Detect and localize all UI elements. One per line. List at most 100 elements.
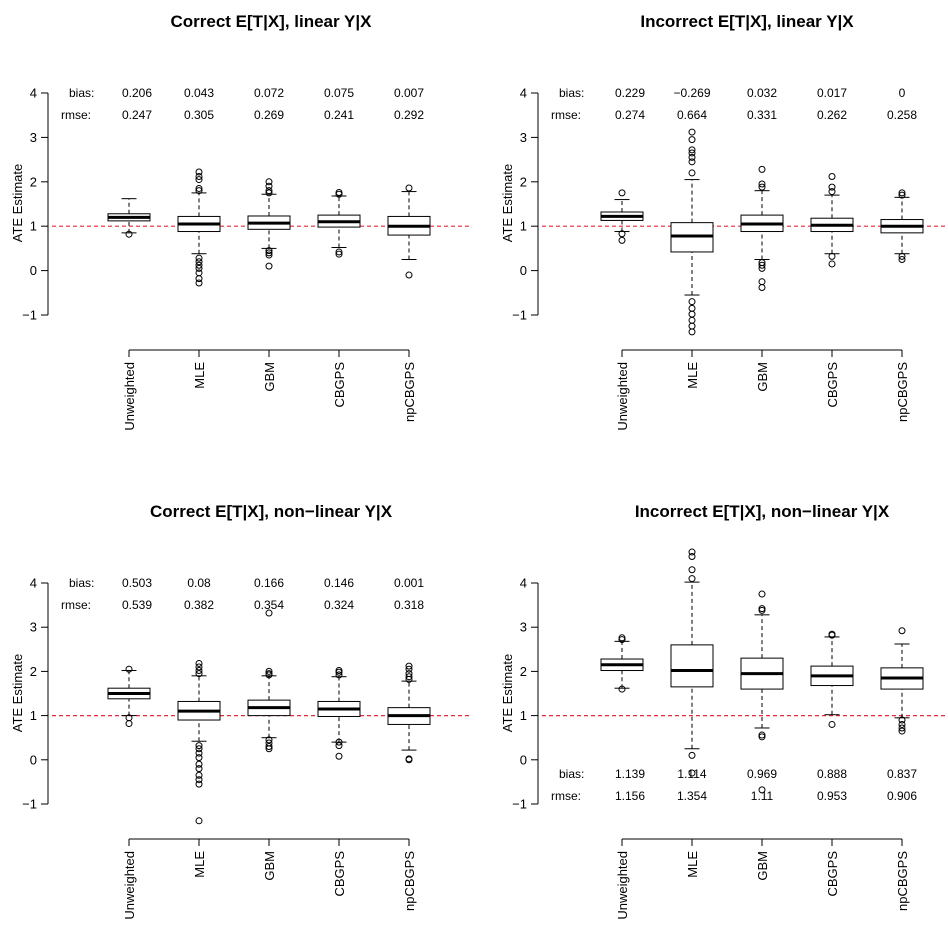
y-tick-label: 3 xyxy=(520,130,527,145)
outlier-point xyxy=(195,659,203,667)
bias-value: 0.969 xyxy=(747,767,777,781)
panel-2: Incorrect E[T|X], linear Y|X ATE Estimat… xyxy=(500,12,946,431)
outlier-point xyxy=(688,153,696,161)
outlier-point xyxy=(335,671,343,679)
outlier-point xyxy=(898,716,906,724)
rmse-label: rmse: xyxy=(551,108,581,122)
outlier-point xyxy=(758,183,766,191)
outlier-point xyxy=(125,230,133,238)
outlier-point xyxy=(688,304,696,312)
outlier-point xyxy=(195,667,203,675)
x-tick-label: GBM xyxy=(755,851,770,881)
outlier-point xyxy=(195,187,203,195)
y-tick-label: 3 xyxy=(30,620,37,635)
y-axis-label: ATE Estimate xyxy=(10,654,25,733)
outlier-point xyxy=(195,760,203,768)
x-tick-label: CBGPS xyxy=(332,851,347,897)
outlier-point xyxy=(688,328,696,336)
rmse-value: 0.324 xyxy=(324,598,354,612)
y-tick-label: 4 xyxy=(30,86,37,101)
outlier-point xyxy=(688,310,696,318)
y-tick-label: 0 xyxy=(30,263,37,278)
outlier-point xyxy=(405,271,413,279)
outlier-point xyxy=(688,575,696,583)
outlier-point xyxy=(828,172,836,180)
y-tick-label: 1 xyxy=(520,708,527,723)
outlier-point xyxy=(265,670,273,678)
outlier-point xyxy=(265,739,273,747)
y-tick-label: 4 xyxy=(30,576,37,591)
outlier-point xyxy=(195,742,203,750)
outlier-point xyxy=(405,755,413,763)
outlier-point xyxy=(195,258,203,266)
outlier-point xyxy=(688,751,696,759)
rmse-label: rmse: xyxy=(551,789,581,803)
panel-title: Correct E[T|X], linear Y|X xyxy=(171,12,373,31)
outlier-point xyxy=(265,667,273,675)
outlier-point xyxy=(405,673,413,681)
rmse-value: 0.664 xyxy=(677,108,707,122)
bias-value: 0.503 xyxy=(122,576,152,590)
y-tick-label: −1 xyxy=(22,308,37,323)
rmse-value: 0.241 xyxy=(324,108,354,122)
outlier-point xyxy=(758,590,766,598)
outlier-point xyxy=(125,720,133,728)
bias-value: 0.206 xyxy=(122,86,152,100)
x-tick-label: MLE xyxy=(192,362,207,389)
outlier-point xyxy=(758,278,766,286)
bias-value: 0.017 xyxy=(817,86,847,100)
bias-value: 0.229 xyxy=(615,86,645,100)
outlier-point xyxy=(405,670,413,678)
bias-value: 0.075 xyxy=(324,86,354,100)
bias-value: 1.139 xyxy=(615,767,645,781)
bias-value: 0.072 xyxy=(254,86,284,100)
rmse-value: 1.11 xyxy=(751,789,774,803)
bias-value: 0.837 xyxy=(887,767,917,781)
outlier-point xyxy=(758,261,766,269)
bias-value: 0.001 xyxy=(394,576,424,590)
y-tick-label: 0 xyxy=(30,752,37,767)
outlier-point xyxy=(688,322,696,330)
outlier-point xyxy=(335,188,343,196)
rmse-value: 0.953 xyxy=(817,789,847,803)
outlier-point xyxy=(195,269,203,277)
outlier-point xyxy=(335,752,343,760)
x-tick-label: GBM xyxy=(755,362,770,392)
outlier-point xyxy=(758,731,766,739)
outlier-point xyxy=(898,256,906,263)
rmse-value: 0.269 xyxy=(254,108,284,122)
x-tick-label: CBGPS xyxy=(825,362,840,408)
outlier-point xyxy=(898,191,906,199)
y-axis-label: ATE Estimate xyxy=(500,164,515,243)
outlier-point xyxy=(195,817,203,825)
x-tick-label: GBM xyxy=(262,851,277,881)
x-tick-label: Unweighted xyxy=(122,851,137,920)
panel-1: Correct E[T|X], linear Y|X ATE Estimate … xyxy=(10,12,471,431)
outlier-point xyxy=(828,260,836,268)
x-tick-label: npCBGPS xyxy=(895,362,910,422)
outlier-point xyxy=(195,749,203,757)
bias-value: 0 xyxy=(899,86,906,100)
panel-title: Incorrect E[T|X], non−linear Y|X xyxy=(635,502,890,521)
outlier-point xyxy=(828,188,836,196)
panel-3: Correct E[T|X], non−linear Y|X ATE Estim… xyxy=(10,502,471,920)
bias-value: 1.114 xyxy=(677,767,706,781)
y-tick-label: 0 xyxy=(520,752,527,767)
outlier-point xyxy=(195,176,203,184)
outlier-point xyxy=(618,230,626,238)
outlier-point xyxy=(688,566,696,574)
outlier-point xyxy=(405,662,413,670)
bias-value: 0.888 xyxy=(817,767,847,781)
outlier-point xyxy=(195,254,203,262)
bias-value: 0.08 xyxy=(187,576,211,590)
outlier-point xyxy=(688,169,696,177)
outlier-point xyxy=(195,275,203,283)
outlier-point xyxy=(195,771,203,779)
y-tick-label: −1 xyxy=(512,797,527,812)
panel-title: Incorrect E[T|X], linear Y|X xyxy=(640,12,854,31)
x-tick-label: npCBGPS xyxy=(402,851,417,911)
bias-label: bias: xyxy=(69,576,94,590)
outlier-point xyxy=(125,665,133,673)
outlier-point xyxy=(688,298,696,306)
outlier-point xyxy=(265,743,273,751)
